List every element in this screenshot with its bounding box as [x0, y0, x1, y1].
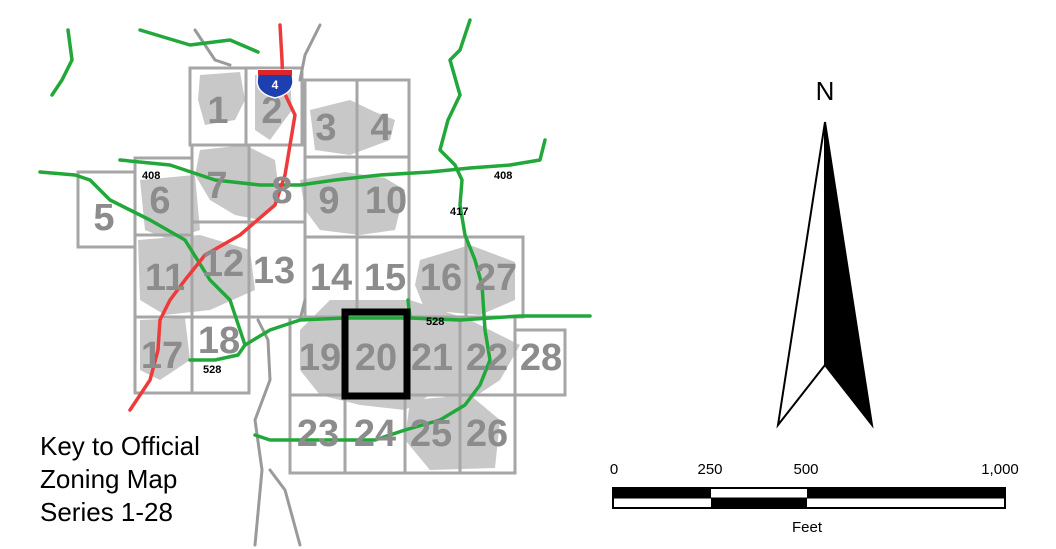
grid-num-23: 23: [297, 413, 339, 455]
key-title: Key to Official Zoning Map Series 1-28: [40, 430, 200, 529]
key-title-line2: Zoning Map: [40, 464, 178, 494]
grid-cell-26[interactable]: [458, 393, 517, 475]
grid-num-12: 12: [202, 243, 244, 285]
road-label-528-west: 528: [203, 364, 221, 376]
interstate-shield-number: 4: [272, 78, 279, 92]
grid-num-13: 13: [253, 250, 295, 292]
scale-tick-0: 0: [610, 461, 618, 478]
interstate-4: [128, 23, 297, 412]
road-label-408-east: 408: [494, 170, 512, 182]
grid-num-26: 26: [466, 413, 508, 455]
minor-roads: [193, 23, 322, 547]
grid-num-24: 24: [354, 413, 396, 455]
key-title-line3: Series 1-28: [40, 497, 173, 527]
grid-num-8: 8: [271, 170, 292, 212]
scale-bar: 0 250 500 1,000 Feet: [610, 461, 1019, 536]
grid-num-7: 7: [206, 165, 227, 207]
grid-num-20: 20: [355, 337, 397, 379]
north-arrow: N: [776, 76, 874, 429]
grid-num-1: 1: [207, 90, 228, 132]
grid-num-4: 4: [370, 107, 391, 149]
major-roads: [38, 18, 592, 442]
north-arrow-left-icon: [776, 121, 826, 429]
north-arrow-right-icon: [824, 121, 874, 429]
grid-num-18: 18: [198, 320, 240, 362]
grid-num-5: 5: [93, 197, 114, 239]
highlighted-cell-20: [341, 308, 411, 400]
grid-num-27: 27: [475, 257, 517, 299]
grid-num-11: 11: [145, 257, 185, 299]
grid-num-21: 21: [411, 337, 453, 379]
grid-num-6: 6: [149, 180, 170, 222]
road-label-417: 417: [450, 206, 468, 218]
interstate-shield-icon: 4: [256, 69, 294, 99]
grid-num-14: 14: [310, 257, 352, 299]
grid-num-2: 2: [261, 90, 282, 132]
north-label: N: [816, 76, 835, 106]
scale-tick-250: 250: [697, 461, 722, 478]
grid-num-3: 3: [315, 107, 336, 149]
grid-cell-18[interactable]: [190, 315, 251, 395]
grid-num-28: 28: [520, 337, 562, 379]
scale-unit: Feet: [792, 519, 823, 536]
grid-num-17: 17: [141, 335, 183, 377]
grid-num-19: 19: [299, 337, 341, 379]
grid-num-10: 10: [365, 180, 407, 222]
grid-numbers: 1 2 3 4 5 6 7 8 9 10 11 12 13 14 15 16 2…: [93, 90, 562, 455]
grid-num-9: 9: [318, 180, 339, 222]
grid-num-25: 25: [410, 413, 452, 455]
road-label-528-east: 528: [426, 316, 444, 328]
road-label-408-west: 408: [142, 170, 160, 182]
scale-tick-1000: 1,000: [981, 461, 1019, 478]
grid-num-16: 16: [420, 257, 462, 299]
grid-num-22: 22: [466, 337, 508, 379]
grid-cell-28[interactable]: [513, 328, 567, 397]
key-title-line1: Key to Official: [40, 431, 200, 461]
grid-num-15: 15: [364, 257, 406, 299]
scale-tick-500: 500: [793, 461, 818, 478]
